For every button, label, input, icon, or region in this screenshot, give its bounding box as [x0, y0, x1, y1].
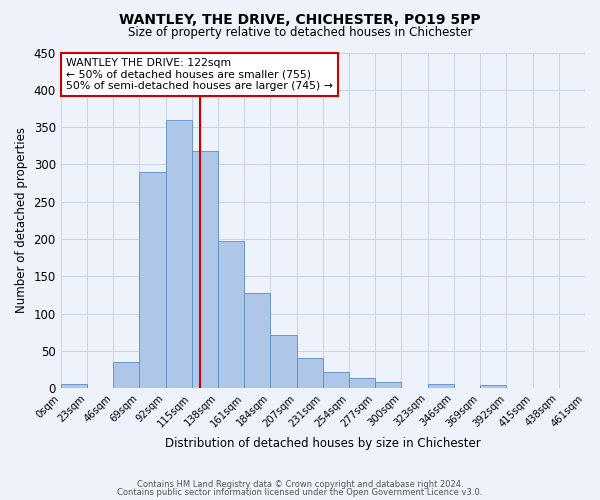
Bar: [244, 294, 271, 388]
Bar: [61, 384, 87, 388]
Bar: [296, 358, 323, 388]
Text: Contains HM Land Registry data © Crown copyright and database right 2024.: Contains HM Land Registry data © Crown c…: [137, 480, 463, 489]
Y-axis label: Number of detached properties: Number of detached properties: [15, 128, 28, 314]
Bar: [166, 120, 192, 388]
Bar: [218, 241, 244, 388]
X-axis label: Distribution of detached houses by size in Chichester: Distribution of detached houses by size …: [165, 437, 481, 450]
Bar: [113, 362, 139, 388]
Bar: [271, 335, 296, 388]
Bar: [192, 151, 218, 388]
Bar: [349, 378, 375, 388]
Text: Contains public sector information licensed under the Open Government Licence v3: Contains public sector information licen…: [118, 488, 482, 497]
Bar: [428, 384, 454, 388]
Bar: [323, 372, 349, 388]
Text: WANTLEY THE DRIVE: 122sqm
← 50% of detached houses are smaller (755)
50% of semi: WANTLEY THE DRIVE: 122sqm ← 50% of detac…: [66, 58, 333, 90]
Bar: [375, 382, 401, 388]
Bar: [480, 385, 506, 388]
Text: Size of property relative to detached houses in Chichester: Size of property relative to detached ho…: [128, 26, 472, 39]
Text: WANTLEY, THE DRIVE, CHICHESTER, PO19 5PP: WANTLEY, THE DRIVE, CHICHESTER, PO19 5PP: [119, 12, 481, 26]
Bar: [139, 172, 166, 388]
